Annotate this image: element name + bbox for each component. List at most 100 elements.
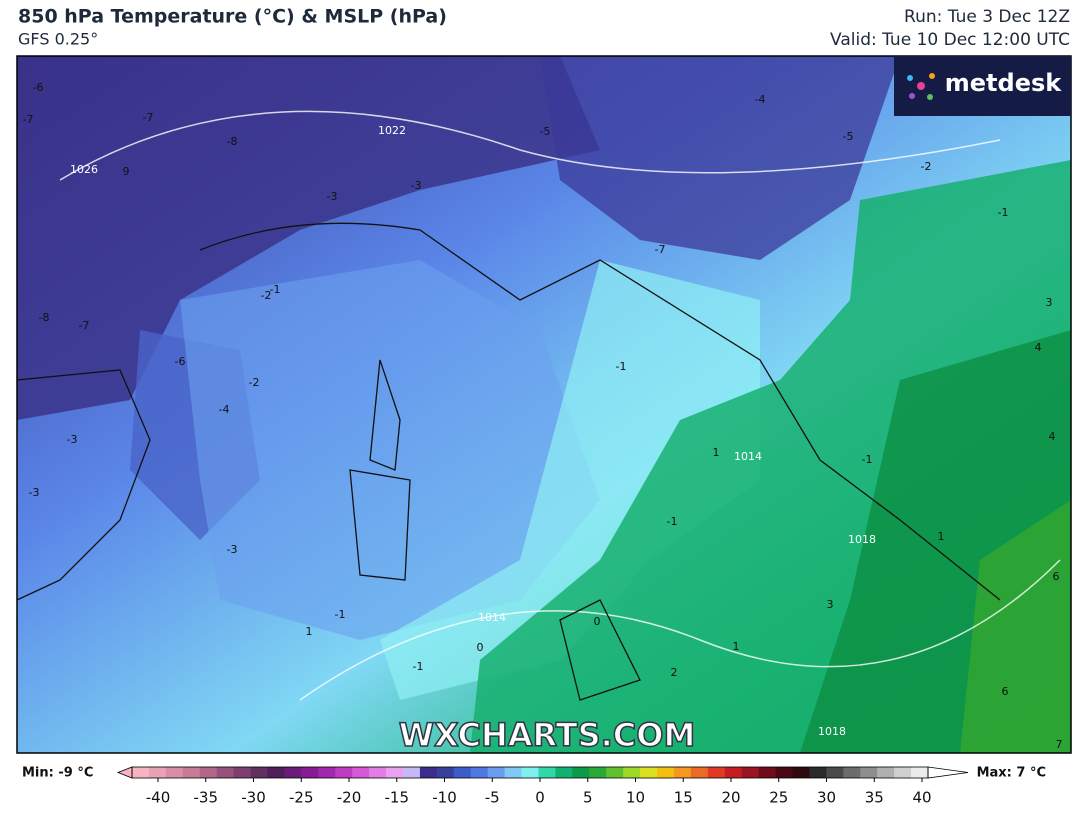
colorbar-tick-label: 15	[674, 789, 693, 807]
contour-label: -4	[755, 93, 766, 106]
contour-label: -8	[227, 135, 238, 148]
contour-label: -7	[23, 113, 34, 126]
contour-label: 4	[1049, 430, 1056, 443]
colorbar-segment	[216, 767, 235, 778]
colorbar-arrow-low	[116, 766, 133, 779]
colorbar-segment	[623, 767, 641, 778]
contour-label: -3	[327, 190, 338, 203]
colorbar-segment	[826, 767, 844, 778]
colorbar-segment	[352, 767, 370, 778]
contour-label: -2	[921, 160, 932, 173]
contour-label: 1022	[378, 124, 406, 137]
contour-label: 0	[594, 615, 601, 628]
colorbar-segment	[707, 767, 726, 778]
contour-label: 1014	[478, 611, 506, 624]
colorbar-tick-label: 10	[626, 789, 645, 807]
contour-label: 1	[306, 625, 313, 638]
colorbar-segment	[250, 767, 268, 778]
contour-label: 7	[1056, 738, 1063, 751]
colorbar-tick-label: 30	[817, 789, 836, 807]
watermark: WXCHARTS.COM	[399, 716, 696, 754]
colorbar-tick-label: -30	[241, 789, 266, 807]
contour-label: 3	[827, 598, 834, 611]
colorbar-segment	[724, 767, 743, 778]
colorbar-segment	[741, 767, 760, 778]
contour-label: -3	[67, 433, 78, 446]
colorbar-segment	[538, 767, 556, 778]
contour-label: -7	[143, 111, 154, 124]
colorbar-segment	[165, 767, 184, 778]
colorbar-segment	[402, 767, 421, 778]
colorbar-segment	[521, 767, 539, 778]
contour-label: 1026	[70, 163, 98, 176]
colorbar-frame	[131, 766, 929, 779]
contour-label: -5	[843, 130, 854, 143]
contour-label: -1	[998, 206, 1009, 219]
colorbar-segment	[911, 767, 929, 778]
colorbar-segment	[199, 767, 218, 778]
colorbar-segment	[267, 767, 285, 778]
contour-label: -1	[335, 608, 346, 621]
contour-label: -1	[616, 360, 627, 373]
colorbar-segment	[606, 767, 624, 778]
contour-label: 2	[671, 666, 678, 679]
subtitle: GFS 0.25°	[18, 30, 98, 49]
colorbar-tick-label: -5	[485, 789, 500, 807]
legend-min: Min: -9 °C	[22, 766, 93, 781]
colorbar-tick-label: 25	[769, 789, 788, 807]
contour-label: 0	[477, 641, 484, 654]
contour-label: -2	[261, 289, 272, 302]
contour-label: -7	[655, 243, 666, 256]
colorbar-segment	[572, 767, 590, 778]
contour-label: 1018	[818, 725, 846, 738]
logo-text: metdesk	[945, 69, 1063, 97]
contour-label: -5	[540, 125, 551, 138]
colorbar-segment	[555, 767, 573, 778]
colorbar-segment	[894, 767, 912, 778]
colorbar-segment	[453, 767, 472, 778]
logo-icon	[907, 73, 935, 100]
contour-label: 1014	[734, 450, 762, 463]
contour-label: -3	[227, 543, 238, 556]
colorbar-tick-label: -40	[146, 789, 171, 807]
colorbar-segment	[758, 767, 777, 778]
colorbar-tick-label: 5	[583, 789, 593, 807]
colorbar: -40 -35 -30 -25 -20 -15 -10 -5 0 5 10 15 20 25 30 35 40	[116, 766, 969, 807]
colorbar-segment	[690, 767, 709, 778]
legend-max: Max: 7 °C	[977, 766, 1046, 781]
colorbar-tick-label: -10	[432, 789, 457, 807]
contour-label: 1018	[848, 533, 876, 546]
colorbar-segment	[877, 767, 895, 778]
contour-label: -2	[249, 376, 260, 389]
colorbar-tick-label: 35	[865, 789, 884, 807]
colorbar-segment	[589, 767, 607, 778]
colorbar-tick-label: 0	[535, 789, 545, 807]
colorbar-arrow-high	[927, 766, 969, 779]
contour-label: 6	[1002, 685, 1009, 698]
contour-label: -6	[175, 355, 186, 368]
colorbar-segment	[843, 767, 861, 778]
contour-label: -1	[862, 453, 873, 466]
colorbar-segment	[809, 767, 827, 778]
colorbar-segment	[673, 767, 692, 778]
colorbar-segment	[335, 767, 353, 778]
colorbar-segment	[233, 767, 252, 778]
colorbar-segment	[419, 767, 438, 778]
colorbar-tick-label: -35	[194, 789, 219, 807]
colorbar-segment	[369, 767, 387, 778]
colorbar-tick-label: 20	[721, 789, 740, 807]
colorbar-segment	[386, 767, 404, 778]
contour-label: -8	[39, 311, 50, 324]
colorbar-tick-label: 40	[912, 789, 931, 807]
contour-label: 6	[1053, 570, 1060, 583]
colorbar-segment	[436, 767, 455, 778]
contour-label: 1	[938, 530, 945, 543]
map	[16, 55, 1072, 754]
colorbar-segment	[132, 767, 150, 778]
colorbar-segment	[657, 767, 675, 778]
colorbar-segment	[284, 767, 302, 778]
colorbar-segment	[470, 767, 489, 778]
colorbar-segment	[301, 767, 319, 778]
